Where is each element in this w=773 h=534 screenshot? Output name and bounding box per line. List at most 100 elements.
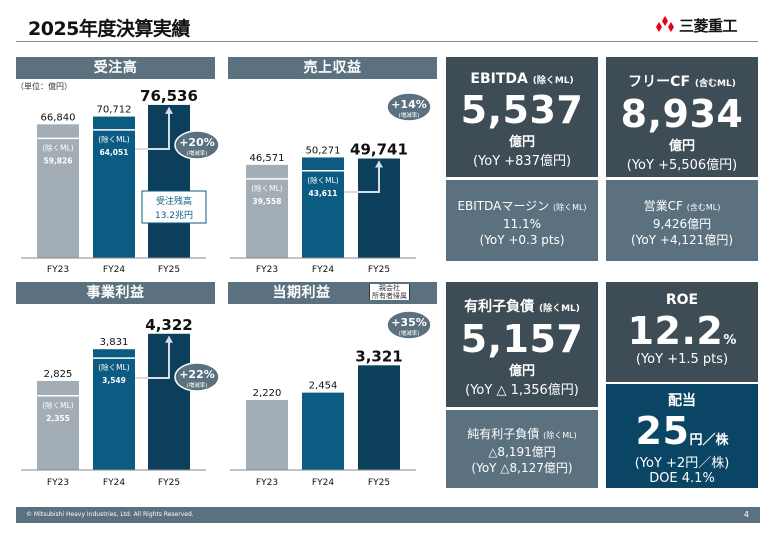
category-label-fy25: FY25 [368, 478, 390, 488]
title-divider [16, 41, 758, 42]
ebitda-margin-value: 11.1% [502, 217, 542, 231]
value-label-fy24: 50,271 [306, 145, 341, 156]
bar-fy24 [302, 157, 344, 258]
op-cf-card: 営業CF (含むML) 9,426億円 (YoY +4,121億円) [606, 180, 758, 261]
business-profit-header: 事業利益 [16, 282, 215, 304]
value-label-fy23: 46,571 [250, 153, 285, 164]
category-label-fy23: FY23 [256, 478, 278, 488]
net-debt-card: 純有利子負債 (除くML) △8,191億円 (YoY △8,127億円) [446, 410, 598, 488]
net-debt-yoy: (YoY △8,127億円) [471, 461, 573, 475]
sub-label: (除くML) [42, 142, 74, 152]
backlog-callout-line2: 13.2兆円 [155, 210, 193, 221]
ebitda-margin-yoy: (YoY +0.3 pts) [479, 233, 565, 247]
fcf-title: フリーCF (含むML) [628, 74, 736, 90]
growth-arrowhead [165, 106, 173, 114]
debt-value: 5,157 [460, 317, 584, 361]
dividend-doe: DOE 4.1% [649, 471, 715, 486]
sub-value-label: 64,051 [100, 148, 129, 157]
growth-bubble [386, 310, 432, 340]
sub-value-label: 2,355 [46, 414, 70, 423]
ebitda-unit: 億円 [508, 135, 535, 150]
growth-note: (増減率) [399, 329, 420, 337]
net-profit-note: 親会社 所有者帰属 [369, 284, 410, 300]
category-label-fy23: FY23 [47, 265, 69, 275]
bar-fy23 [246, 164, 288, 258]
category-label-fy24: FY24 [103, 265, 125, 275]
category-label-fy25: FY25 [158, 265, 180, 275]
category-label-fy24: FY24 [103, 478, 125, 488]
ebitda-title: EBITDA (除くML) [470, 71, 574, 87]
growth-bubble [386, 92, 432, 122]
sub-label: (除くML) [251, 183, 283, 193]
category-label-fy23: FY23 [47, 478, 69, 488]
sub-label: (除くML) [42, 400, 74, 410]
roe-unit: % [723, 333, 737, 348]
debt-title: 有利子負債 (除くML) [464, 299, 580, 315]
growth-bubble [174, 362, 220, 392]
sub-value-label: 43,611 [309, 189, 338, 198]
value-label-fy24: 3,831 [100, 337, 129, 348]
dividend-title: 配当 [668, 393, 696, 409]
logo-text: 三菱重工 [679, 16, 738, 35]
dividend-yoy: (YoY +2円／株) [634, 456, 730, 471]
ebitda-card: EBITDA (除くML) 5,537 億円 (YoY +837億円) [446, 57, 598, 177]
debt-unit: 億円 [508, 364, 535, 379]
roe-value-row: 12.2% [606, 312, 758, 350]
category-label-fy25: FY25 [158, 478, 180, 488]
page-number: 4 [743, 510, 749, 519]
footer-bar: © Mitsubishi Heavy Industries, Ltd. All … [16, 507, 760, 523]
category-label-fy23: FY23 [256, 265, 278, 275]
value-label-fy25: 4,322 [145, 316, 192, 334]
sub-label: (除くML) [98, 362, 130, 372]
roe-title: ROE [665, 292, 699, 308]
ebitda-margin-card: EBITDAマージン (除くML) 11.1% (YoY +0.3 pts) [446, 180, 598, 261]
dividend-value: 25 [635, 409, 690, 453]
value-label-fy23: 2,825 [44, 369, 73, 380]
value-label-fy25: 76,536 [140, 87, 198, 105]
growth-arrow [344, 161, 380, 193]
fcf-value: 8,934 [620, 92, 744, 136]
fcf-unit: 億円 [668, 139, 695, 154]
value-label-fy24: 70,712 [97, 105, 132, 116]
op-cf-title: 営業CF (含むML) [643, 199, 721, 213]
fcf-yoy: (YoY +5,506億円) [626, 158, 738, 173]
fcf-card: フリーCF (含むML) 8,934 億円 (YoY +5,506億円) [606, 57, 758, 177]
growth-note: (増減率) [187, 149, 208, 157]
category-label-fy25: FY25 [368, 265, 390, 275]
revenue-header: 売上収益 [228, 57, 437, 79]
net-debt-value: △8,191億円 [488, 445, 556, 459]
page-title: 2025年度決算実績 [28, 18, 190, 40]
sub-value-label: 3,549 [102, 376, 126, 385]
growth-value: +35% [391, 316, 427, 329]
bar-fy23 [37, 380, 79, 470]
roe-value: 12.2 [627, 309, 724, 353]
three-diamonds-icon [656, 16, 674, 32]
growth-value: +14% [391, 98, 427, 111]
growth-note: (増減率) [399, 111, 420, 119]
debt-yoy: (YoY △ 1,356億円) [465, 383, 579, 398]
bar-fy24 [93, 349, 135, 470]
category-label-fy24: FY24 [312, 478, 334, 488]
category-label-fy24: FY24 [312, 265, 334, 275]
sub-value-label: 59,826 [44, 156, 73, 165]
dividend-unit: 円／株 [689, 433, 729, 448]
orders-header: 受注高 [16, 57, 215, 79]
value-label-fy23: 2,220 [253, 388, 282, 399]
value-label-fy23: 66,840 [41, 112, 76, 123]
bar-fy23 [37, 124, 79, 258]
company-logo: 三菱重工 [655, 14, 738, 36]
roe-card: ROE 12.2% (YoY +1.5 pts) [606, 282, 758, 382]
ebitda-value: 5,537 [460, 88, 584, 132]
sub-value-label: 39,558 [253, 197, 282, 206]
op-cf-value: 9,426億円 [652, 217, 712, 231]
backlog-callout-line1: 受注残高 [156, 195, 192, 207]
growth-value: +20% [179, 136, 215, 149]
bar-fy24 [93, 116, 135, 259]
value-label-fy25: 3,321 [355, 347, 402, 365]
bar-fy24 [302, 392, 344, 470]
growth-arrowhead [165, 335, 173, 343]
growth-bubble [174, 130, 220, 160]
net-debt-title: 純有利子負債 (除くML) [467, 427, 577, 441]
growth-note: (増減率) [187, 381, 208, 389]
